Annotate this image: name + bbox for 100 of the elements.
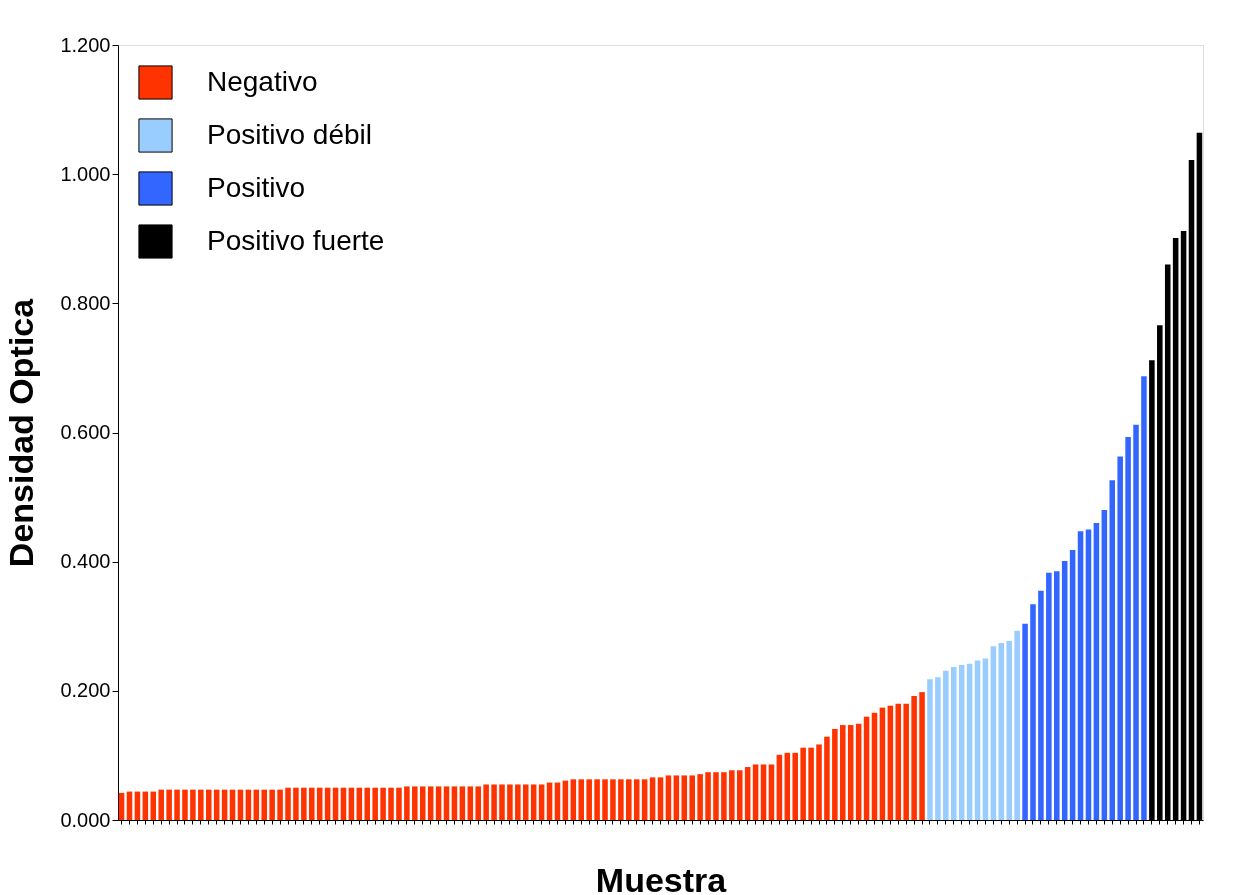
legend-label: Positivo débil	[207, 118, 372, 150]
bar	[388, 787, 394, 820]
bar	[610, 779, 616, 820]
bar	[269, 789, 275, 820]
bar	[895, 703, 902, 820]
bar	[396, 787, 402, 820]
bar	[435, 786, 442, 820]
bar	[515, 784, 521, 820]
bar	[602, 779, 608, 820]
bar	[586, 779, 592, 820]
bar	[594, 779, 600, 820]
bar	[626, 779, 632, 820]
bar	[1141, 376, 1147, 820]
bar	[150, 791, 157, 820]
bar	[412, 786, 418, 820]
bar	[419, 786, 426, 820]
bar	[1077, 531, 1084, 820]
bar	[681, 775, 688, 820]
bar	[792, 752, 799, 820]
bar	[784, 752, 791, 820]
bar	[776, 754, 783, 820]
bar	[911, 696, 917, 820]
y-tick-label: 0.000	[60, 808, 111, 831]
y-tick-label: 1.200	[60, 33, 111, 56]
bar	[570, 779, 577, 820]
bar	[1014, 630, 1020, 820]
bar	[277, 789, 283, 820]
legend-label: Positivo fuerte	[207, 224, 385, 256]
bar	[879, 707, 886, 820]
bar	[935, 677, 941, 820]
bar	[673, 775, 680, 820]
bar	[697, 774, 703, 820]
bar	[380, 787, 386, 820]
bar	[1046, 572, 1052, 820]
bar	[721, 772, 727, 820]
bar	[958, 665, 965, 820]
y-tick-label: 0.400	[60, 550, 111, 573]
bar	[736, 770, 743, 820]
bar	[760, 764, 767, 820]
bar	[190, 789, 196, 820]
y-axis-title: Densidad Optica	[2, 297, 41, 568]
bar	[205, 789, 212, 820]
bar	[491, 784, 497, 820]
bar	[713, 772, 719, 820]
bar	[166, 789, 172, 820]
bar	[744, 767, 751, 820]
bar	[404, 786, 410, 820]
bar	[1093, 522, 1100, 820]
bar	[927, 679, 933, 820]
bar	[689, 775, 695, 820]
bar	[459, 786, 466, 820]
bar	[1085, 529, 1092, 820]
bar	[261, 789, 267, 820]
bar	[483, 784, 489, 820]
bar	[641, 779, 648, 820]
bar	[372, 787, 378, 820]
bar	[158, 789, 164, 820]
bar	[467, 786, 474, 820]
bar	[808, 747, 814, 820]
bar	[871, 712, 878, 820]
bar	[1054, 571, 1060, 820]
bar	[840, 725, 846, 820]
x-axis-title: Muestra	[595, 861, 728, 895]
bar	[919, 692, 925, 820]
bar	[309, 787, 315, 820]
bar	[657, 777, 664, 820]
bar	[1006, 641, 1012, 820]
bar	[530, 784, 537, 820]
legend-label: Negativo	[207, 65, 318, 97]
bar	[1038, 590, 1044, 820]
bar	[990, 646, 997, 820]
y-tick-label: 1.000	[60, 162, 111, 185]
y-tick-label: 0.200	[60, 679, 111, 702]
bar	[443, 786, 450, 820]
bar	[800, 747, 806, 820]
bar	[633, 779, 640, 820]
bar	[618, 779, 624, 820]
bar	[1069, 550, 1076, 820]
bar	[982, 658, 989, 820]
bar	[1133, 424, 1139, 820]
bar	[847, 725, 854, 820]
bar	[665, 775, 672, 820]
y-tick-label: 0.600	[60, 421, 111, 443]
bar	[705, 772, 711, 820]
bar	[832, 728, 838, 820]
bar	[729, 770, 735, 820]
bar	[950, 666, 957, 820]
bar	[966, 663, 973, 820]
bar	[475, 786, 481, 820]
bar	[507, 784, 513, 820]
bar	[198, 789, 204, 820]
bar	[1061, 561, 1068, 820]
bar	[293, 787, 299, 820]
bar	[118, 792, 125, 820]
bar	[364, 787, 371, 820]
legend-label: Positivo	[207, 171, 306, 203]
bar	[1125, 437, 1131, 820]
bar	[285, 787, 291, 820]
bar	[768, 764, 775, 820]
bar	[499, 784, 505, 820]
